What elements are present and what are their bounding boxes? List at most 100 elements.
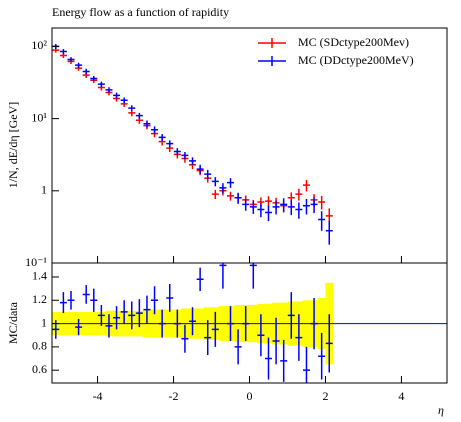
y-tick-label: 1.2: [32, 292, 47, 306]
error-point: [280, 339, 288, 382]
error-point: [97, 81, 105, 88]
error-point: [113, 92, 121, 99]
error-point: [128, 301, 136, 330]
error-point: [158, 134, 166, 141]
legend-label: MC (DDctype200MeV): [298, 53, 414, 67]
error-point: [272, 200, 280, 215]
x-axis-label: η: [438, 403, 444, 417]
main-plot: [52, 44, 333, 245]
x-tick-label: -4: [93, 389, 103, 403]
error-point: [287, 200, 295, 216]
error-point: [219, 263, 227, 289]
error-point: [211, 177, 219, 187]
error-point: [181, 324, 189, 353]
x-tick-label: 4: [398, 389, 404, 403]
error-point: [302, 179, 310, 192]
ratio-plot: [52, 263, 447, 383]
error-point: [135, 112, 143, 119]
error-point: [242, 199, 250, 211]
error-point: [75, 318, 83, 336]
error-point: [113, 306, 121, 330]
error-point: [166, 140, 174, 148]
error-point: [295, 188, 303, 201]
error-point: [318, 332, 326, 380]
error-point: [196, 164, 204, 175]
error-point: [280, 198, 288, 212]
error-point: [249, 263, 257, 289]
error-point: [242, 306, 250, 342]
error-point: [227, 191, 235, 201]
error-point: [189, 307, 197, 336]
y-tick-label: 1.4: [32, 269, 47, 283]
x-tick-label: -2: [169, 389, 179, 403]
legend-swatch: [258, 38, 286, 48]
error-point: [166, 283, 174, 312]
error-point: [204, 320, 212, 356]
error-point: [234, 329, 242, 365]
error-point: [75, 62, 83, 68]
y-tick-label: 10⁻¹: [25, 255, 47, 269]
error-point: [249, 201, 257, 214]
error-point: [173, 309, 181, 338]
error-point: [128, 105, 136, 112]
error-point: [295, 202, 303, 219]
chart-title: Energy flow as a function of rapidity: [52, 5, 229, 19]
error-point: [302, 199, 310, 215]
error-point: [264, 205, 272, 222]
error-point: [151, 126, 159, 134]
error-point: [234, 192, 242, 204]
error-point: [189, 157, 197, 165]
y-tick-label: 0.6: [32, 362, 47, 376]
error-point: [257, 314, 265, 357]
x-tick-label: 0: [247, 389, 253, 403]
x-tick-label: 2: [322, 389, 328, 403]
error-point: [67, 290, 75, 310]
legend-label: MC (SDctype200Mev): [298, 35, 409, 49]
error-point: [264, 196, 272, 207]
error-point: [59, 292, 67, 314]
error-point: [59, 49, 67, 55]
error-point: [196, 267, 204, 291]
error-point: [151, 286, 159, 315]
error-point: [310, 297, 318, 350]
error-point: [310, 197, 318, 214]
y-tick-label: 0.8: [32, 339, 47, 353]
legend-swatch: [258, 56, 286, 66]
ratio-frame: [51, 262, 448, 384]
error-point: [318, 195, 326, 210]
error-point: [204, 169, 212, 180]
error-point: [272, 317, 280, 365]
error-point: [287, 292, 295, 339]
error-point: [325, 314, 333, 373]
error-point: [158, 309, 166, 338]
error-point: [325, 221, 333, 245]
error-point: [105, 314, 113, 338]
error-point: [97, 304, 105, 326]
error-point: [295, 314, 303, 361]
error-point: [181, 151, 189, 160]
error-point: [82, 285, 90, 304]
error-point: [219, 183, 227, 194]
error-point: [257, 203, 265, 218]
error-point: [67, 57, 75, 62]
error-point: [211, 189, 219, 200]
error-point: [227, 306, 235, 342]
y-axis-label: 1/N, dE/dη [GeV]: [6, 102, 20, 189]
error-point: [120, 300, 128, 324]
y-tick-label: 1: [41, 315, 47, 329]
error-point: [90, 288, 98, 312]
y-tick-label: 1: [41, 183, 47, 197]
error-point: [120, 97, 128, 104]
error-point: [264, 337, 272, 380]
error-point: [302, 346, 310, 383]
ratio-axis-label: MC/data: [6, 301, 20, 344]
axes: 10² 10¹ 1 10⁻¹1.4 1.2 1 0.8 0.6 -4 -2 0 2 4 MC (SDcty…: [25, 35, 414, 403]
y-tick-label: 10¹: [31, 110, 47, 124]
error-point: [90, 75, 98, 82]
error-point: [143, 295, 151, 324]
error-point: [318, 211, 326, 231]
y-tick-label: 10²: [31, 38, 47, 52]
error-point: [105, 87, 113, 93]
error-point: [173, 148, 181, 156]
